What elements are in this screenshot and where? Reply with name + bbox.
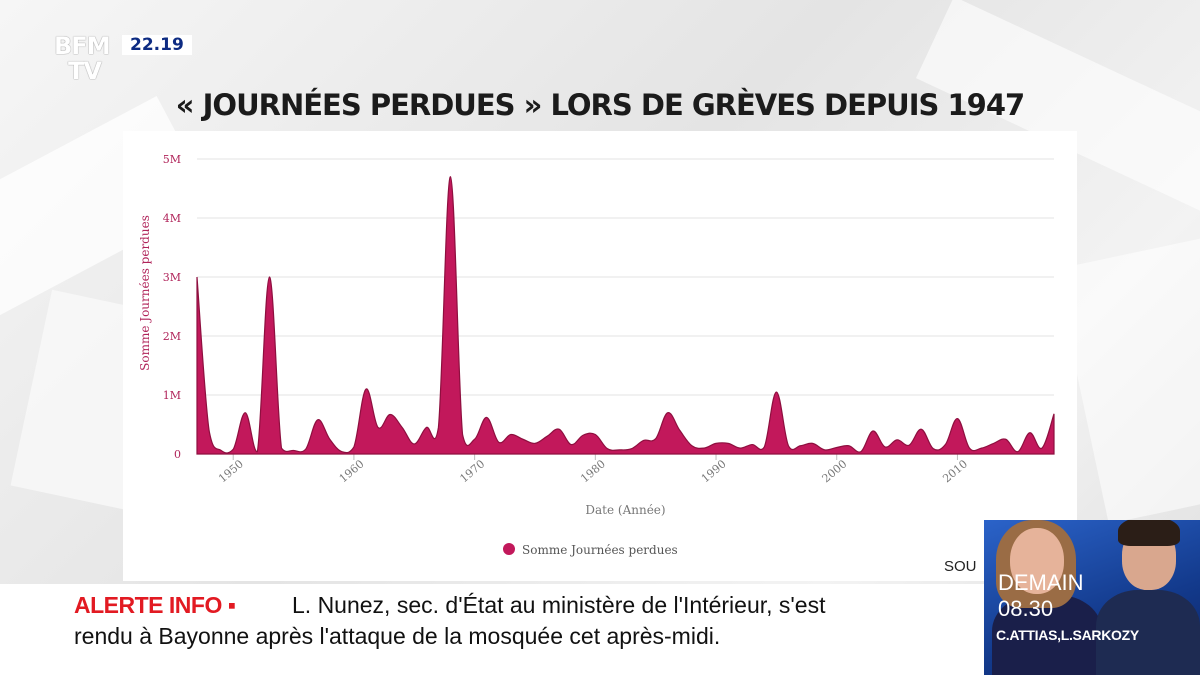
x-tick-label: 1980 (578, 457, 608, 485)
x-tick-label: 2010 (940, 457, 970, 485)
legend-label: Somme Journées perdues (522, 543, 678, 557)
y-tick-label: 4M (163, 212, 181, 225)
promo-guests: C.ATTIAS,L.SARKOZY (996, 627, 1139, 643)
alert-info-label: ALERTE INFO ▪ (74, 592, 236, 618)
headline: « JOURNÉES PERDUES » LORS DE GRÈVES DEPU… (175, 88, 1025, 122)
x-axis-label: Date (Année) (585, 503, 665, 517)
x-tick-label: 2000 (820, 457, 850, 485)
alert-text-line2: rendu à Bayonne après l'attaque de la mo… (74, 623, 721, 649)
y-tick-label: 1M (163, 389, 181, 402)
x-tick-label: 1970 (457, 457, 487, 485)
clock: 22.19 (122, 35, 192, 55)
source-label: SOU (944, 558, 977, 575)
x-tick-label: 1960 (337, 457, 367, 485)
bfmtv-logo: BFM TV (54, 32, 111, 85)
promo-day: DEMAIN (998, 570, 1084, 595)
ticker-bar (0, 584, 984, 675)
alert-text-line1: L. Nunez, sec. d'État au ministère de l'… (292, 592, 826, 618)
y-axis-label: Somme Journées perdues (138, 215, 152, 371)
x-tick-label: 1990 (699, 457, 729, 485)
y-tick-label: 0 (174, 448, 181, 461)
legend-swatch (503, 543, 515, 555)
chart-panel: 0 1M 2M 3M 4M 5M 1950 1960 1970 1980 1990 2000 2010 D… (123, 131, 1077, 581)
guest-portrait-1 (992, 595, 1102, 675)
guest-portrait-2 (1096, 590, 1200, 675)
promo-time: 08.30 (998, 596, 1054, 621)
x-tick-label: 1950 (216, 457, 246, 485)
area-series (196, 176, 1055, 455)
y-tick-label: 3M (163, 271, 181, 284)
program-promo: DEMAIN 08.30 C.ATTIAS,L.SARKOZY (984, 520, 1200, 675)
y-tick-label: 5M (163, 153, 181, 166)
y-tick-label: 2M (163, 330, 181, 343)
strike-days-chart: 0 1M 2M 3M 4M 5M 1950 1960 1970 1980 1990 2000 2010 D… (163, 153, 1055, 557)
